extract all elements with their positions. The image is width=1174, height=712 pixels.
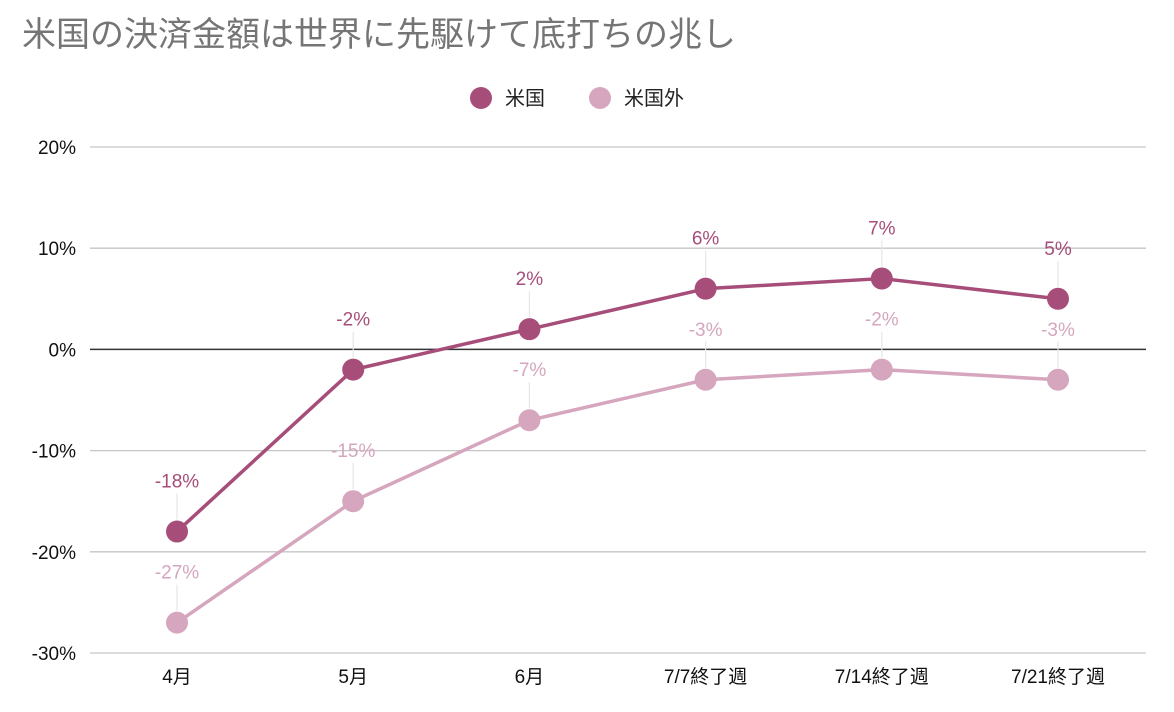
y-tick-label: -30%	[32, 644, 76, 665]
x-tick-label: 7/14終了週	[835, 666, 929, 688]
series-data-labels: -27% -15% -7% -3% -2% -3% -18% -2% 2% 6% 7% 5%	[155, 219, 1075, 584]
y-tick-label: 20%	[38, 138, 76, 159]
data-point	[1047, 368, 1069, 391]
data-label-leaders	[176, 240, 1059, 611]
data-point	[1047, 287, 1069, 310]
legend-item: 米国	[470, 86, 545, 110]
data-label: 6%	[692, 229, 720, 250]
chart-title: 米国の決済金額は世界に先駆けて底打ちの兆し	[22, 15, 736, 55]
data-label: -3%	[1041, 320, 1075, 341]
legend-label: 米国外	[624, 86, 684, 110]
legend-item: 米国外	[589, 86, 684, 110]
x-axis: 4月 5月 6月 7/7終了週 7/14終了週 7/21終了週	[162, 666, 1105, 688]
data-point	[518, 318, 541, 341]
y-tick-label: 0%	[49, 340, 77, 361]
series-line	[175, 367, 1060, 625]
data-point	[342, 490, 365, 513]
x-tick-label: 7/7終了週	[664, 666, 747, 688]
data-point	[694, 277, 717, 300]
legend-marker	[589, 87, 611, 109]
data-point	[870, 267, 893, 290]
data-point	[166, 520, 188, 543]
legend: 米国 米国外	[470, 86, 684, 110]
x-tick-label: 5月	[338, 667, 368, 688]
x-tick-label: 4月	[162, 667, 192, 688]
series-line	[175, 276, 1060, 534]
data-label: 5%	[1044, 239, 1072, 260]
y-tick-label: 10%	[38, 239, 76, 260]
data-label: -7%	[513, 360, 547, 381]
legend-label: 米国	[505, 86, 545, 110]
data-label: -2%	[336, 310, 370, 331]
data-label: 2%	[516, 269, 544, 290]
series-points	[166, 267, 1069, 634]
x-tick-label: 7/21終了週	[1011, 666, 1105, 688]
data-point	[518, 409, 541, 432]
data-point	[870, 358, 893, 381]
y-tick-label: -20%	[32, 543, 76, 564]
data-label: -3%	[689, 320, 723, 341]
data-label: -2%	[865, 310, 899, 331]
data-label: -18%	[155, 472, 199, 493]
series-lines	[175, 276, 1060, 625]
data-label: 7%	[868, 219, 896, 240]
data-point	[694, 368, 717, 391]
x-tick-label: 6月	[515, 667, 545, 688]
legend-marker	[470, 87, 492, 109]
y-axis: 20% 10% 0% -10% -20% -30%	[32, 138, 76, 665]
data-point	[166, 611, 188, 634]
data-label: -27%	[155, 563, 199, 584]
y-tick-label: -10%	[32, 442, 76, 463]
data-point	[342, 358, 365, 381]
data-label: -15%	[331, 441, 375, 462]
